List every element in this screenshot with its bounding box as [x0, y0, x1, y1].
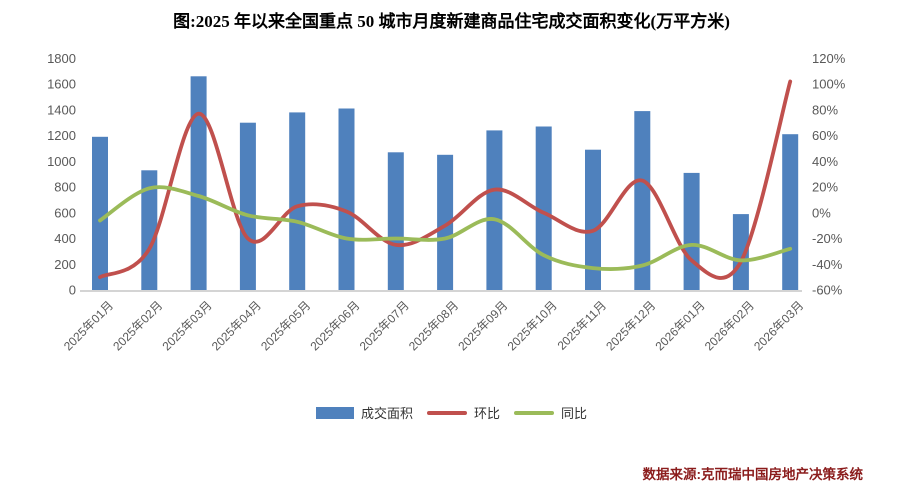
- legend-bar-swatch-icon: [315, 406, 354, 419]
- svg-text:0%: 0%: [812, 205, 831, 220]
- svg-text:0: 0: [69, 283, 76, 298]
- bar: [338, 108, 355, 290]
- legend-line-swatch-yoy-icon: [514, 410, 554, 415]
- svg-text:60%: 60%: [812, 128, 838, 143]
- svg-text:-40%: -40%: [812, 257, 843, 272]
- bar: [141, 170, 158, 290]
- svg-text:2025年02月: 2025年02月: [110, 298, 165, 353]
- svg-text:2025年05月: 2025年05月: [258, 298, 313, 353]
- legend-item-yoy: 同比: [514, 403, 587, 422]
- svg-text:2025年06月: 2025年06月: [307, 298, 362, 353]
- bar: [585, 149, 601, 290]
- svg-text:80%: 80%: [812, 102, 838, 117]
- bar: [387, 152, 404, 290]
- bar: [782, 134, 799, 290]
- bar: [437, 154, 454, 290]
- svg-text:1600: 1600: [47, 77, 76, 92]
- svg-text:2025年04月: 2025年04月: [209, 298, 264, 353]
- svg-text:100%: 100%: [812, 77, 846, 92]
- svg-text:2025年10月: 2025年10月: [505, 298, 560, 353]
- svg-text:2025年09月: 2025年09月: [455, 298, 510, 353]
- bar: [190, 76, 207, 290]
- data-source: 数据来源:克而瑞中国房地产决策系统: [642, 467, 864, 482]
- x-axis-labels: 2025年01月2025年02月2025年03月2025年04月2025年05月…: [61, 298, 806, 353]
- svg-text:400: 400: [54, 231, 76, 246]
- svg-text:1800: 1800: [47, 51, 76, 66]
- svg-text:-60%: -60%: [812, 283, 843, 298]
- svg-text:2025年07月: 2025年07月: [357, 298, 412, 353]
- bar: [634, 111, 651, 290]
- line-环比: [98, 79, 793, 280]
- svg-text:20%: 20%: [812, 180, 838, 195]
- svg-text:2025年03月: 2025年03月: [160, 298, 215, 353]
- svg-text:2025年08月: 2025年08月: [406, 298, 461, 353]
- svg-text:2026年03月: 2026年03月: [751, 298, 806, 353]
- left-axis-labels: 0 200 400 600 800 1000 1200 1400 1600 1800: [47, 51, 76, 298]
- bar: [683, 172, 700, 290]
- right-axis-labels: -60% -40% -20% 0% 20% 40% 60% 80% 100% 120%: [812, 51, 846, 298]
- bars-成交面积: [92, 76, 799, 291]
- bar: [486, 130, 503, 290]
- svg-text:40%: 40%: [812, 154, 838, 169]
- svg-text:1200: 1200: [47, 128, 76, 143]
- bar: [92, 136, 108, 290]
- legend: 成交面积 环比 同比: [0, 403, 903, 422]
- svg-text:800: 800: [54, 180, 76, 195]
- svg-text:2025年12月: 2025年12月: [603, 298, 658, 353]
- svg-text:120%: 120%: [812, 51, 846, 66]
- svg-text:2025年11月: 2025年11月: [555, 298, 610, 353]
- svg-text:2026年02月: 2026年02月: [702, 298, 757, 353]
- svg-text:200: 200: [54, 257, 76, 272]
- svg-text:600: 600: [54, 205, 76, 220]
- bar: [239, 122, 256, 290]
- legend-item-transaction-area: 成交面积: [315, 403, 413, 422]
- chart-svg: 0 200 400 600 800 1000 1200 1400 1600 1800 -60% -40…: [47, 51, 846, 354]
- svg-text:-20%: -20%: [812, 231, 843, 246]
- legend-label-yoy: 同比: [561, 406, 588, 421]
- svg-text:1000: 1000: [47, 154, 76, 169]
- svg-text:2026年01月: 2026年01月: [653, 298, 708, 353]
- bar: [289, 112, 306, 291]
- legend-label-transaction-area: 成交面积: [360, 406, 413, 421]
- legend-label-mom: 环比: [473, 406, 500, 421]
- svg-text:2025年01月: 2025年01月: [61, 298, 116, 353]
- chart-title: 图:2025 年以来全国重点 50 城市月度新建商品住宅成交面积变化(万平方米): [173, 12, 730, 31]
- svg-text:1400: 1400: [47, 102, 76, 117]
- legend-item-mom: 环比: [426, 403, 500, 422]
- line-同比: [98, 185, 793, 271]
- bar: [535, 126, 552, 290]
- legend-line-swatch-mom-icon: [426, 410, 467, 415]
